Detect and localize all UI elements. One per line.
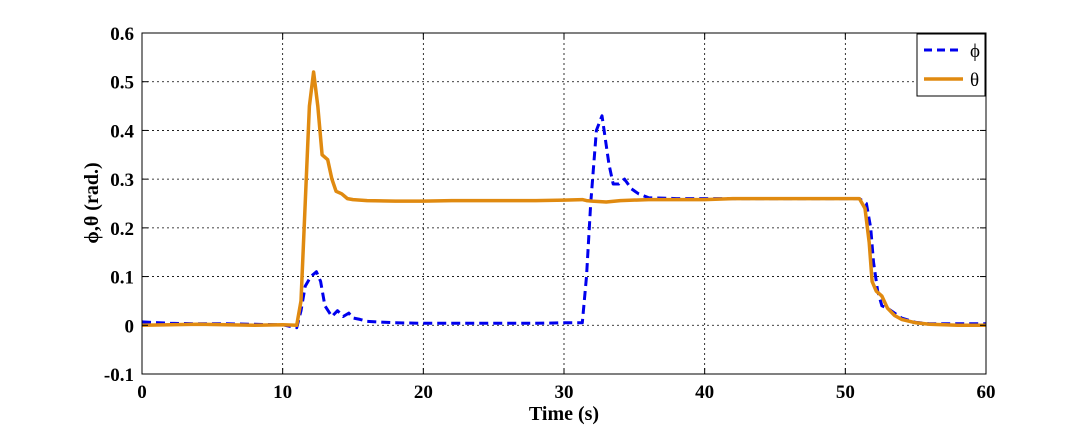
y-tick-label: 0.1 [110, 268, 134, 289]
x-axis-label: Time (s) [529, 403, 599, 425]
x-tick-label: 10 [273, 382, 292, 403]
y-tick-label: 0 [125, 316, 135, 337]
x-tick-label: 30 [555, 382, 574, 403]
x-tick-label: 20 [414, 382, 433, 403]
y-tick-label: 0.3 [110, 170, 134, 191]
legend: ϕ θ [916, 33, 986, 97]
y-tick-label: 0.6 [110, 24, 134, 45]
x-tick-label: 60 [977, 382, 996, 403]
y-tick-label: -0.1 [104, 365, 134, 386]
y-tick-label: 0.4 [110, 121, 134, 142]
x-tick-label: 0 [137, 382, 147, 403]
series-line-phi [141, 114, 986, 330]
y-tick-label: 0.2 [110, 219, 134, 240]
legend-label-theta: θ [970, 70, 979, 91]
y-axis-label: ϕ,θ (rad.) [81, 162, 103, 243]
x-tick-label: 50 [836, 382, 855, 403]
y-tick-label: 0.5 [110, 73, 134, 94]
axis-ticks: 0 10 20 30 40 50 60-0.100.10.20.30.40.50.6 [104, 24, 996, 403]
series-lines [141, 70, 986, 330]
x-tick-label: 40 [695, 382, 714, 403]
legend-box [916, 33, 986, 97]
legend-label-phi: ϕ [970, 41, 980, 62]
series-line-theta [141, 70, 986, 328]
